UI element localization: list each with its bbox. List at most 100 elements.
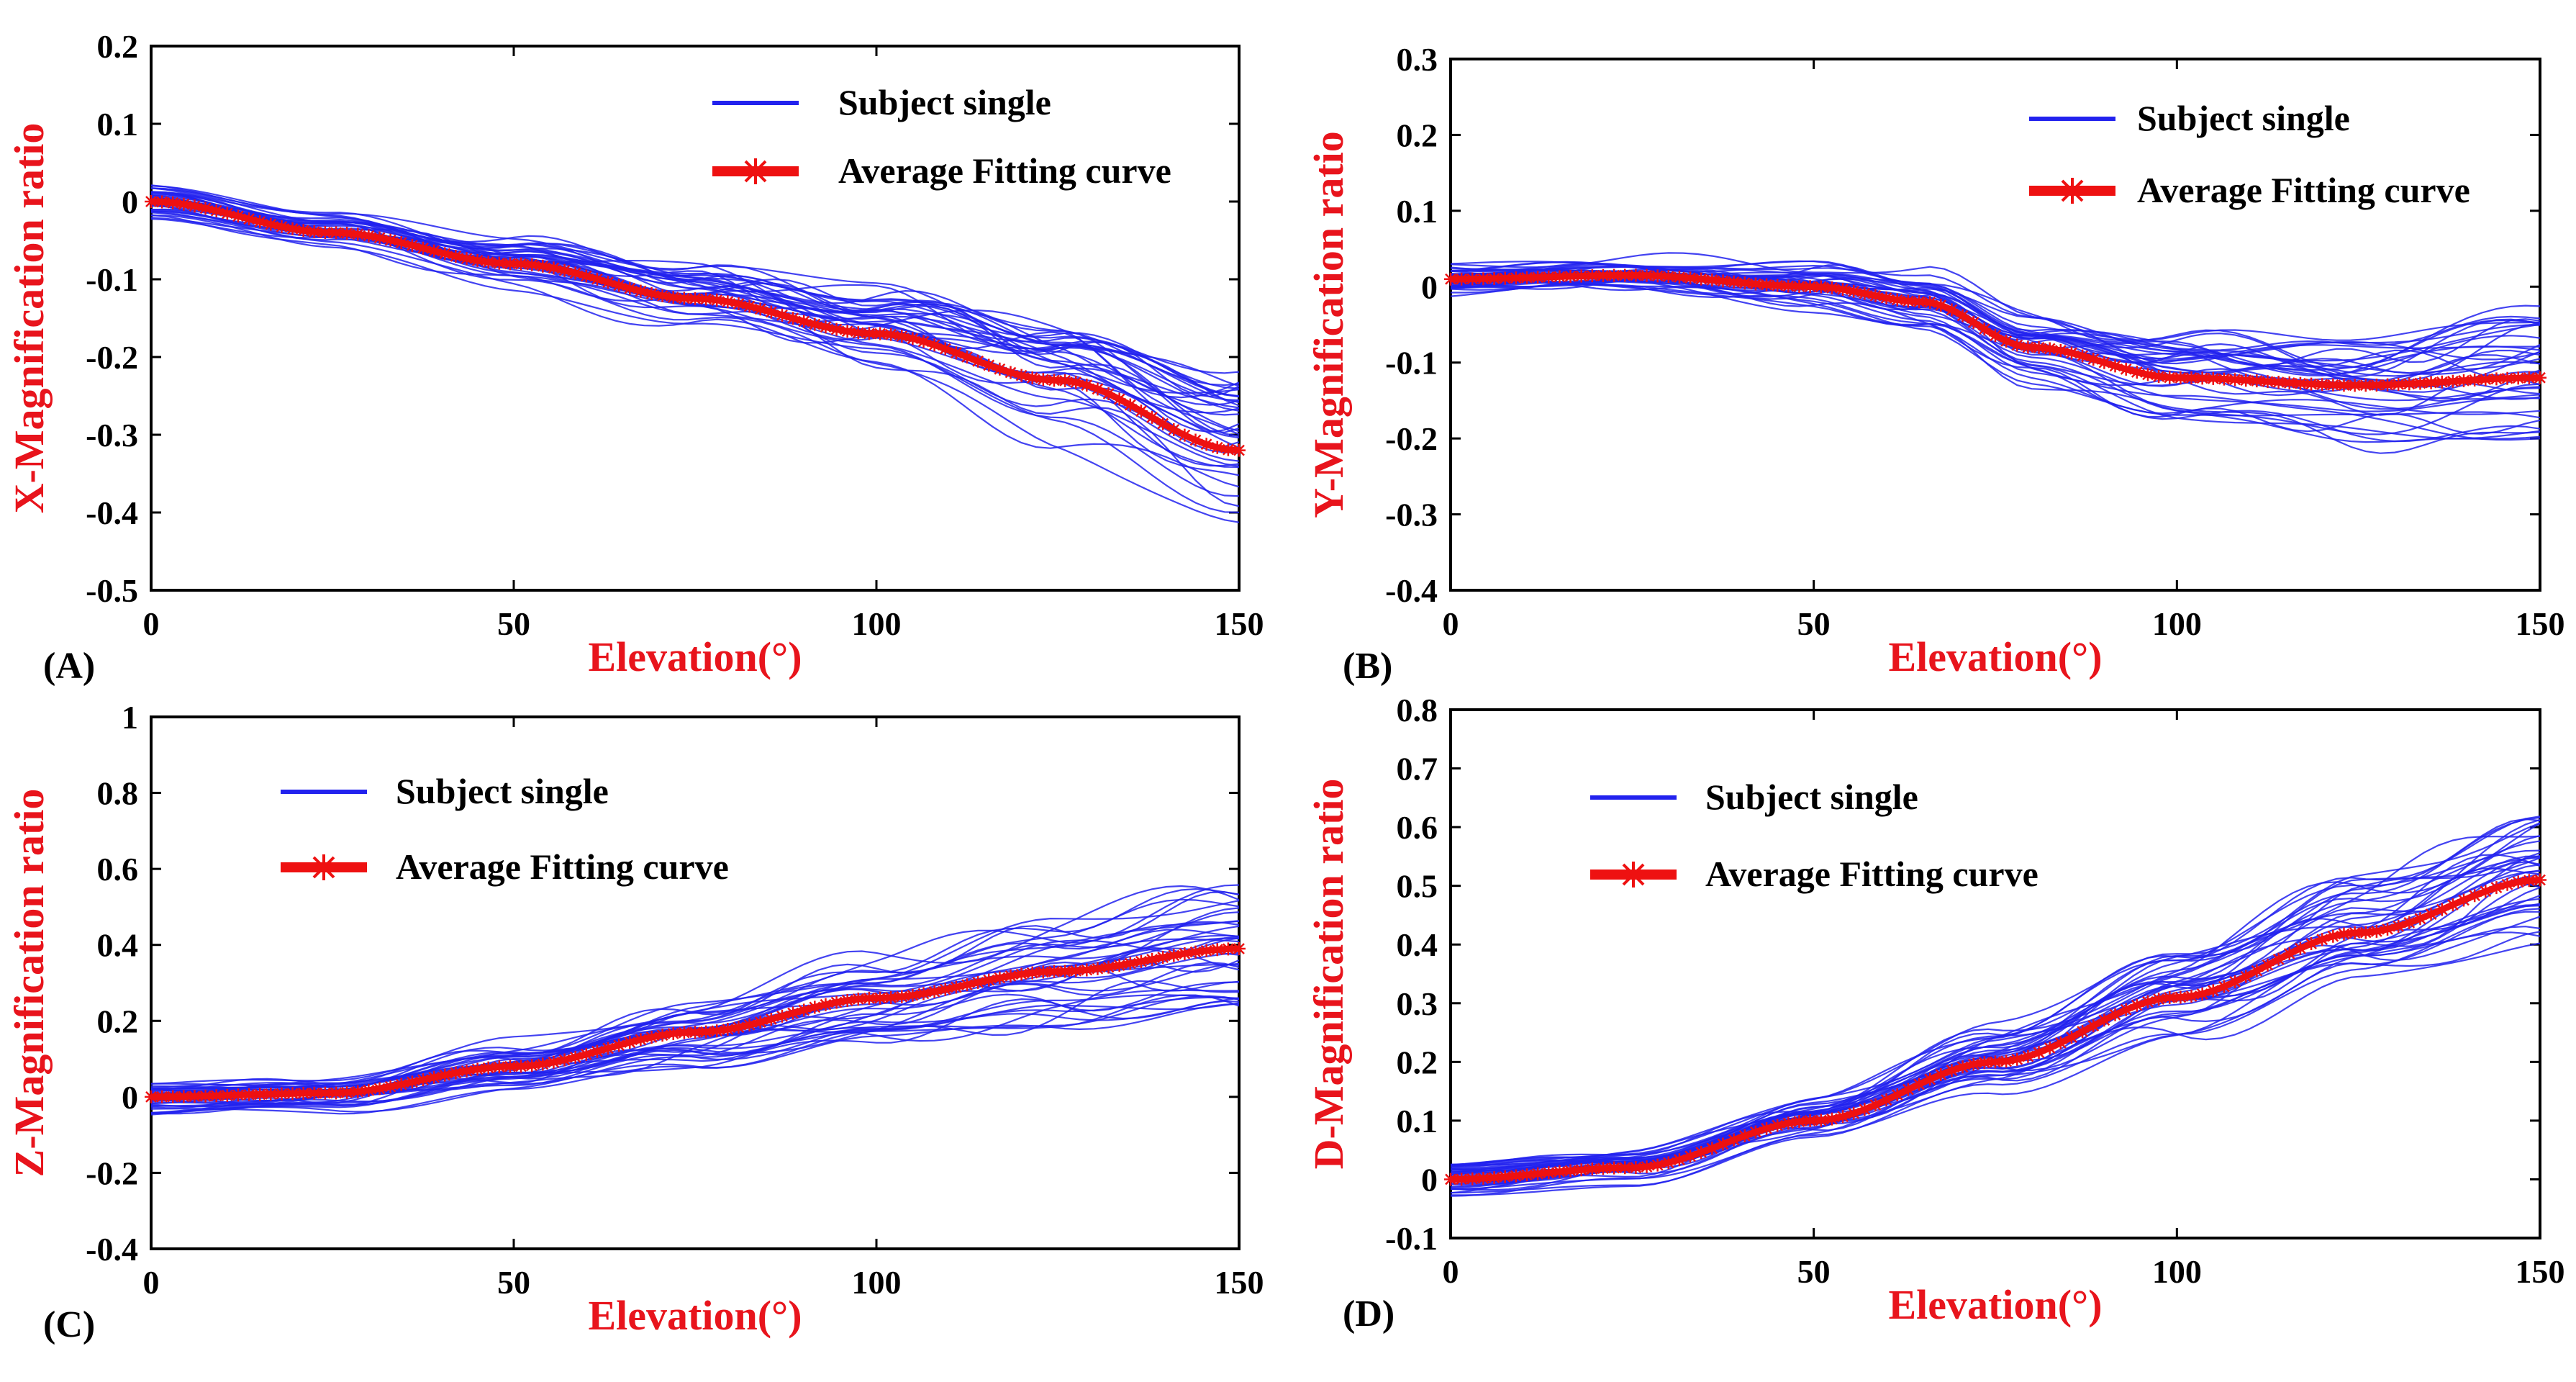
average-marker [2010,338,2024,352]
y-tick-label: 0.2 [97,28,139,65]
average-marker [2413,912,2427,926]
average-marker [199,202,212,215]
average-marker [166,1090,180,1103]
average-marker [1869,289,1882,302]
average-marker [2087,353,2100,366]
average-marker [579,1047,593,1061]
average-marker [710,1024,724,1038]
average-marker [2272,952,2285,966]
average-marker [209,204,223,217]
average-marker [1989,329,2002,343]
average-marker [2108,359,2122,373]
legend: Subject single Average Fitting curve [2029,98,2470,210]
average-marker [1890,1088,1904,1101]
average-marker [840,325,854,338]
average-marker [2272,376,2285,389]
average-marker [166,196,180,209]
y-tick-label: -0.5 [86,572,138,609]
legend-label-subject: Subject single [838,82,1051,122]
subject-single-line [151,885,1239,1085]
average-marker [884,328,898,341]
legend-marker-average [1622,862,1645,888]
y-tick-label: 0.1 [97,106,139,143]
average-marker [242,1088,256,1101]
average-marker [177,1090,191,1103]
average-marker [155,195,169,209]
average-marker [721,295,735,309]
average-marker [1890,293,1904,307]
average-marker [1716,1137,1730,1151]
average-marker [405,1075,419,1089]
average-marker [1233,941,1246,955]
average-marker [340,226,354,240]
subject-single-line [151,998,1239,1108]
average-marker [895,330,909,343]
average-marker [525,1059,539,1072]
x-tick-label: 100 [2152,605,2202,642]
y-tick-label: 0.3 [1397,41,1438,78]
subject-single-line [151,200,1239,433]
average-marker [220,207,234,220]
average-marker [1716,274,1730,288]
average-marker [362,229,376,243]
average-marker [1913,295,1926,309]
plot-frame [150,45,1241,592]
average-marker [1134,954,1148,968]
average-marker [2424,908,2438,921]
average-marker [2337,927,2351,941]
average-marker [689,292,702,305]
average-marker [460,252,473,266]
panel-label: (C) [43,1304,95,1345]
average-marker [1444,272,1457,286]
average-marker [753,1016,767,1029]
subject-curves [1451,252,2540,454]
average-marker [1825,1112,1838,1126]
x-tick-label: 50 [1797,1253,1831,1290]
average-marker [2403,377,2416,391]
average-marker [656,1029,669,1042]
average-marker [2282,947,2296,960]
average-marker [2500,877,2514,891]
average-marker [253,1088,267,1101]
average-marker [961,351,974,363]
average-marker [830,995,843,1009]
x-tick-label: 100 [2152,1253,2202,1290]
average-marker [1738,1129,1751,1142]
average-marker [199,1089,212,1103]
average-marker [1487,271,1501,285]
average-marker [558,263,571,277]
average-marker [2174,371,2187,384]
average-marker [1977,322,1991,336]
y-tick-label: 1 [122,699,138,736]
average-marker [2293,376,2307,390]
average-marker [481,256,495,269]
average-fitting-markers [145,941,1246,1103]
x-tick-label: 150 [1215,1264,1264,1301]
x-axis-label: Elevation(°) [588,1292,802,1339]
average-marker [394,1078,408,1091]
average-marker [634,284,648,298]
average-marker [1629,268,1643,282]
average-marker [2239,970,2253,983]
x-tick-label: 150 [2516,605,2565,642]
y-tick-label: 0.2 [1397,117,1438,153]
average-marker [1858,286,1872,300]
average-marker [666,291,680,304]
average-marker [394,236,408,250]
subject-single-line [1451,281,2540,435]
average-marker [231,209,245,223]
average-marker [1760,1121,1774,1135]
average-marker [2392,919,2405,933]
average-marker [1695,1146,1708,1160]
average-marker [917,987,930,1001]
average-marker [590,1044,604,1058]
average-marker [1058,374,1072,387]
y-tick-label: -0.4 [86,494,138,531]
y-tick-label: 0.8 [1397,692,1438,728]
average-marker [2435,375,2449,389]
x-tick-label: 100 [852,1264,902,1301]
average-marker [743,1018,756,1031]
average-marker [1531,1167,1545,1180]
average-marker [340,1085,354,1099]
average-marker [1553,1165,1566,1178]
